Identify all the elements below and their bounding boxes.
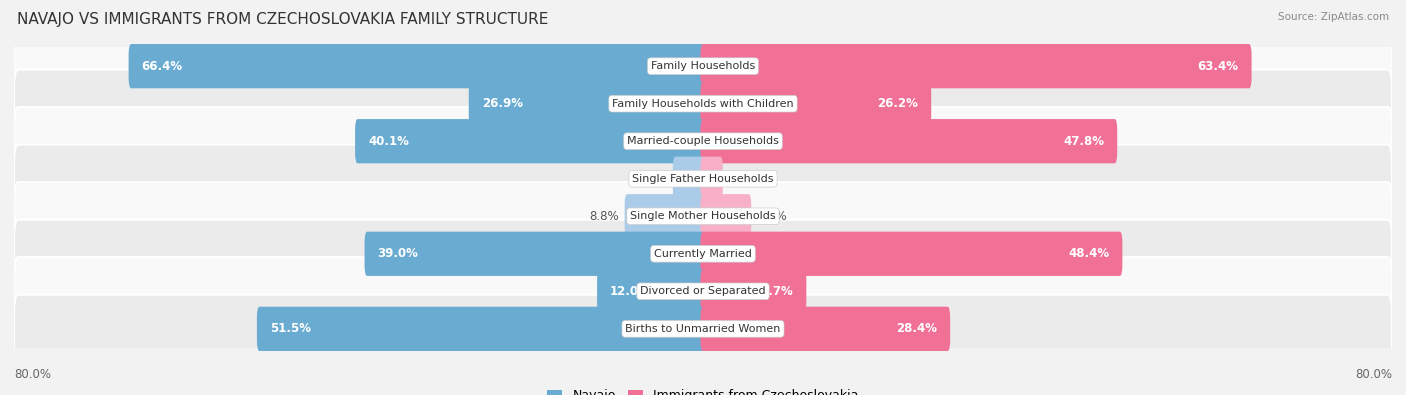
Text: 3.2%: 3.2% (637, 172, 666, 185)
FancyBboxPatch shape (14, 107, 1392, 175)
Text: NAVAJO VS IMMIGRANTS FROM CZECHOSLOVAKIA FAMILY STRUCTURE: NAVAJO VS IMMIGRANTS FROM CZECHOSLOVAKIA… (17, 12, 548, 27)
FancyBboxPatch shape (14, 220, 1392, 288)
Text: 2.0%: 2.0% (728, 172, 759, 185)
FancyBboxPatch shape (673, 156, 706, 201)
FancyBboxPatch shape (14, 295, 1392, 363)
Text: 48.4%: 48.4% (1069, 247, 1109, 260)
Text: 47.8%: 47.8% (1063, 135, 1104, 148)
Text: Single Mother Households: Single Mother Households (630, 211, 776, 221)
Text: Divorced or Separated: Divorced or Separated (640, 286, 766, 296)
Text: 66.4%: 66.4% (142, 60, 183, 73)
Legend: Navajo, Immigrants from Czechoslovakia: Navajo, Immigrants from Czechoslovakia (543, 384, 863, 395)
FancyBboxPatch shape (700, 81, 931, 126)
FancyBboxPatch shape (700, 307, 950, 351)
Text: 11.7%: 11.7% (752, 285, 793, 298)
Text: 26.2%: 26.2% (877, 97, 918, 110)
FancyBboxPatch shape (624, 194, 706, 239)
FancyBboxPatch shape (700, 231, 1122, 276)
Text: Family Households with Children: Family Households with Children (612, 99, 794, 109)
Text: 8.8%: 8.8% (589, 210, 619, 223)
Text: 26.9%: 26.9% (482, 97, 523, 110)
Text: 12.0%: 12.0% (610, 285, 651, 298)
FancyBboxPatch shape (14, 145, 1392, 213)
FancyBboxPatch shape (700, 119, 1118, 164)
FancyBboxPatch shape (14, 32, 1392, 100)
Text: 5.3%: 5.3% (758, 210, 787, 223)
FancyBboxPatch shape (14, 182, 1392, 250)
FancyBboxPatch shape (598, 269, 706, 314)
Text: Single Father Households: Single Father Households (633, 174, 773, 184)
FancyBboxPatch shape (700, 269, 807, 314)
FancyBboxPatch shape (356, 119, 706, 164)
FancyBboxPatch shape (700, 44, 1251, 88)
Text: Source: ZipAtlas.com: Source: ZipAtlas.com (1278, 12, 1389, 22)
FancyBboxPatch shape (14, 70, 1392, 138)
FancyBboxPatch shape (128, 44, 706, 88)
Text: 80.0%: 80.0% (1355, 368, 1392, 381)
Text: 51.5%: 51.5% (270, 322, 311, 335)
Text: Births to Unmarried Women: Births to Unmarried Women (626, 324, 780, 334)
FancyBboxPatch shape (700, 156, 723, 201)
FancyBboxPatch shape (14, 257, 1392, 325)
FancyBboxPatch shape (257, 307, 706, 351)
Text: Family Households: Family Households (651, 61, 755, 71)
Text: 28.4%: 28.4% (896, 322, 938, 335)
Text: 39.0%: 39.0% (377, 247, 419, 260)
Text: 63.4%: 63.4% (1198, 60, 1239, 73)
FancyBboxPatch shape (364, 231, 706, 276)
Text: Currently Married: Currently Married (654, 249, 752, 259)
FancyBboxPatch shape (700, 194, 751, 239)
Text: Married-couple Households: Married-couple Households (627, 136, 779, 146)
FancyBboxPatch shape (468, 81, 706, 126)
Text: 80.0%: 80.0% (14, 368, 51, 381)
Text: 40.1%: 40.1% (368, 135, 409, 148)
